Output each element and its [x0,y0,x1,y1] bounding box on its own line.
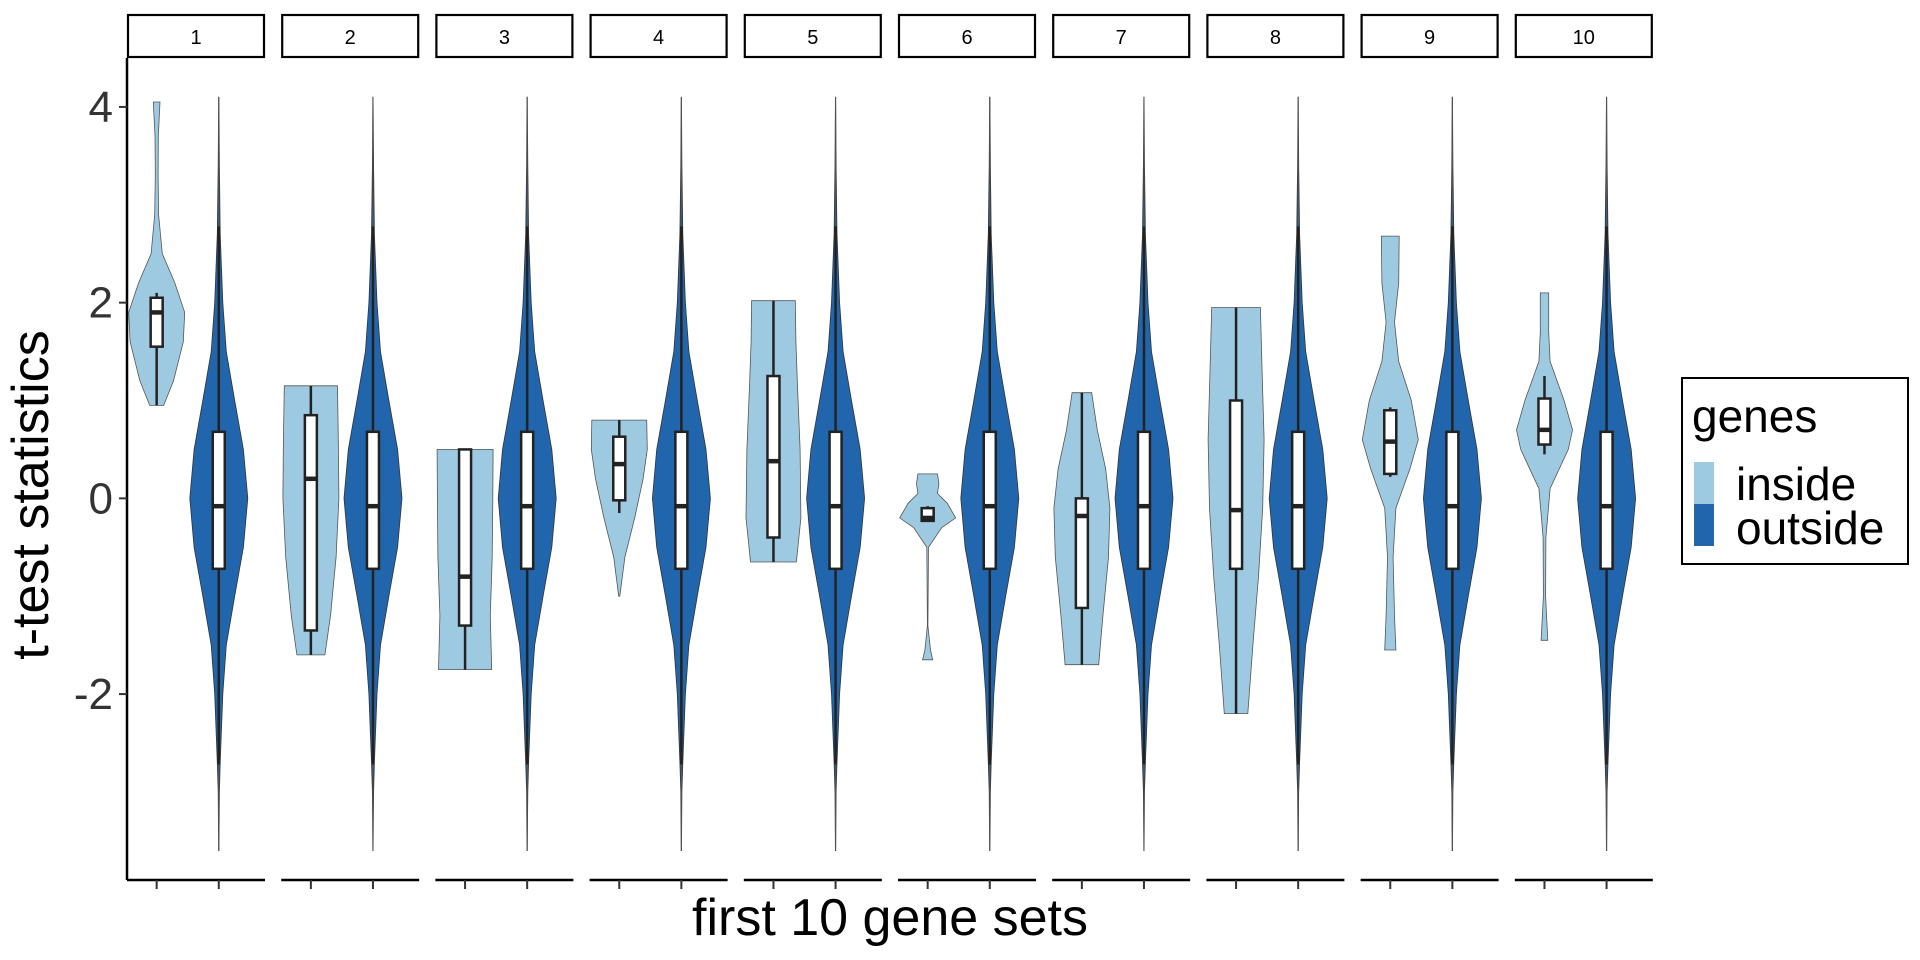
inside-box [766,374,781,539]
facet-strip [435,13,574,59]
inside-box [612,435,627,502]
legend: genes inside outside [1681,377,1909,565]
inside-box [1074,497,1090,610]
facet-strip [1052,13,1191,59]
outside-box [1136,430,1152,571]
facet-strip-label: 8 [1270,27,1281,49]
facet-strip [589,13,728,59]
facet-panel [1207,96,1328,851]
facet-panel [436,96,557,851]
facet-strip [281,13,420,59]
outside-box [519,430,535,571]
y-tick-label: -2 [74,670,113,719]
facet-strip-label: 7 [1116,27,1127,49]
facet-strip-label: 4 [653,27,664,49]
y-axis: -2 0 2 4 [74,58,129,880]
inside-box [303,413,319,632]
facet-panel [899,96,1020,851]
violin-inside [1516,292,1573,641]
legend-label-outside: outside [1736,502,1884,554]
outside-box [1599,430,1614,571]
violin-inside [899,473,957,661]
outside-box [674,430,689,571]
outside-box [982,430,998,571]
outside-box [1290,430,1306,571]
inside-box [1228,399,1244,571]
facet-strip-label: 2 [345,27,356,49]
facet-panel [745,96,866,851]
facet-panel [1516,96,1637,851]
inside-box [457,448,473,627]
legend-swatch-outside [1694,504,1714,546]
x-axis [127,878,1653,889]
y-axis-title: t-test statistics [2,330,60,659]
facet-strips: 1 2 3 4 5 6 7 8 9 10 [126,13,1653,59]
outside-box [1445,430,1460,571]
facet-panel [1053,96,1174,851]
outside-box [211,430,227,571]
inside-box [149,296,164,348]
facet-strip-label: 3 [499,27,510,49]
violin-inside [128,101,186,406]
legend-swatch-inside [1694,462,1714,504]
x-axis-title: first 10 gene sets [692,889,1088,947]
y-tick-label: 0 [89,474,113,523]
facet-strip-label: 5 [807,27,818,49]
y-tick-label: 2 [89,279,113,328]
facet-panels [128,96,1637,851]
inside-box [1537,397,1552,446]
outside-box [828,430,843,571]
facet-strip-label: 1 [190,27,201,49]
facet-strip [1206,13,1345,59]
outside-box [365,430,381,571]
legend-box [1681,377,1909,565]
y-tick-label: 4 [89,83,113,132]
facet-strip-label: 10 [1573,27,1595,49]
facet-strip-label: 6 [961,27,972,49]
facet-panel [1361,96,1482,851]
facet-strip-label: 9 [1424,27,1435,49]
facet-panel [282,96,403,851]
facet-strip [126,13,266,59]
facet-panel [128,96,249,851]
legend-label-inside: inside [1736,458,1856,510]
facet-strip [743,13,882,59]
facet-strip [1514,13,1653,59]
facet-strip [897,13,1037,59]
facet-strip [1360,13,1499,59]
facet-panel [590,96,711,851]
legend-title: genes [1692,390,1817,442]
